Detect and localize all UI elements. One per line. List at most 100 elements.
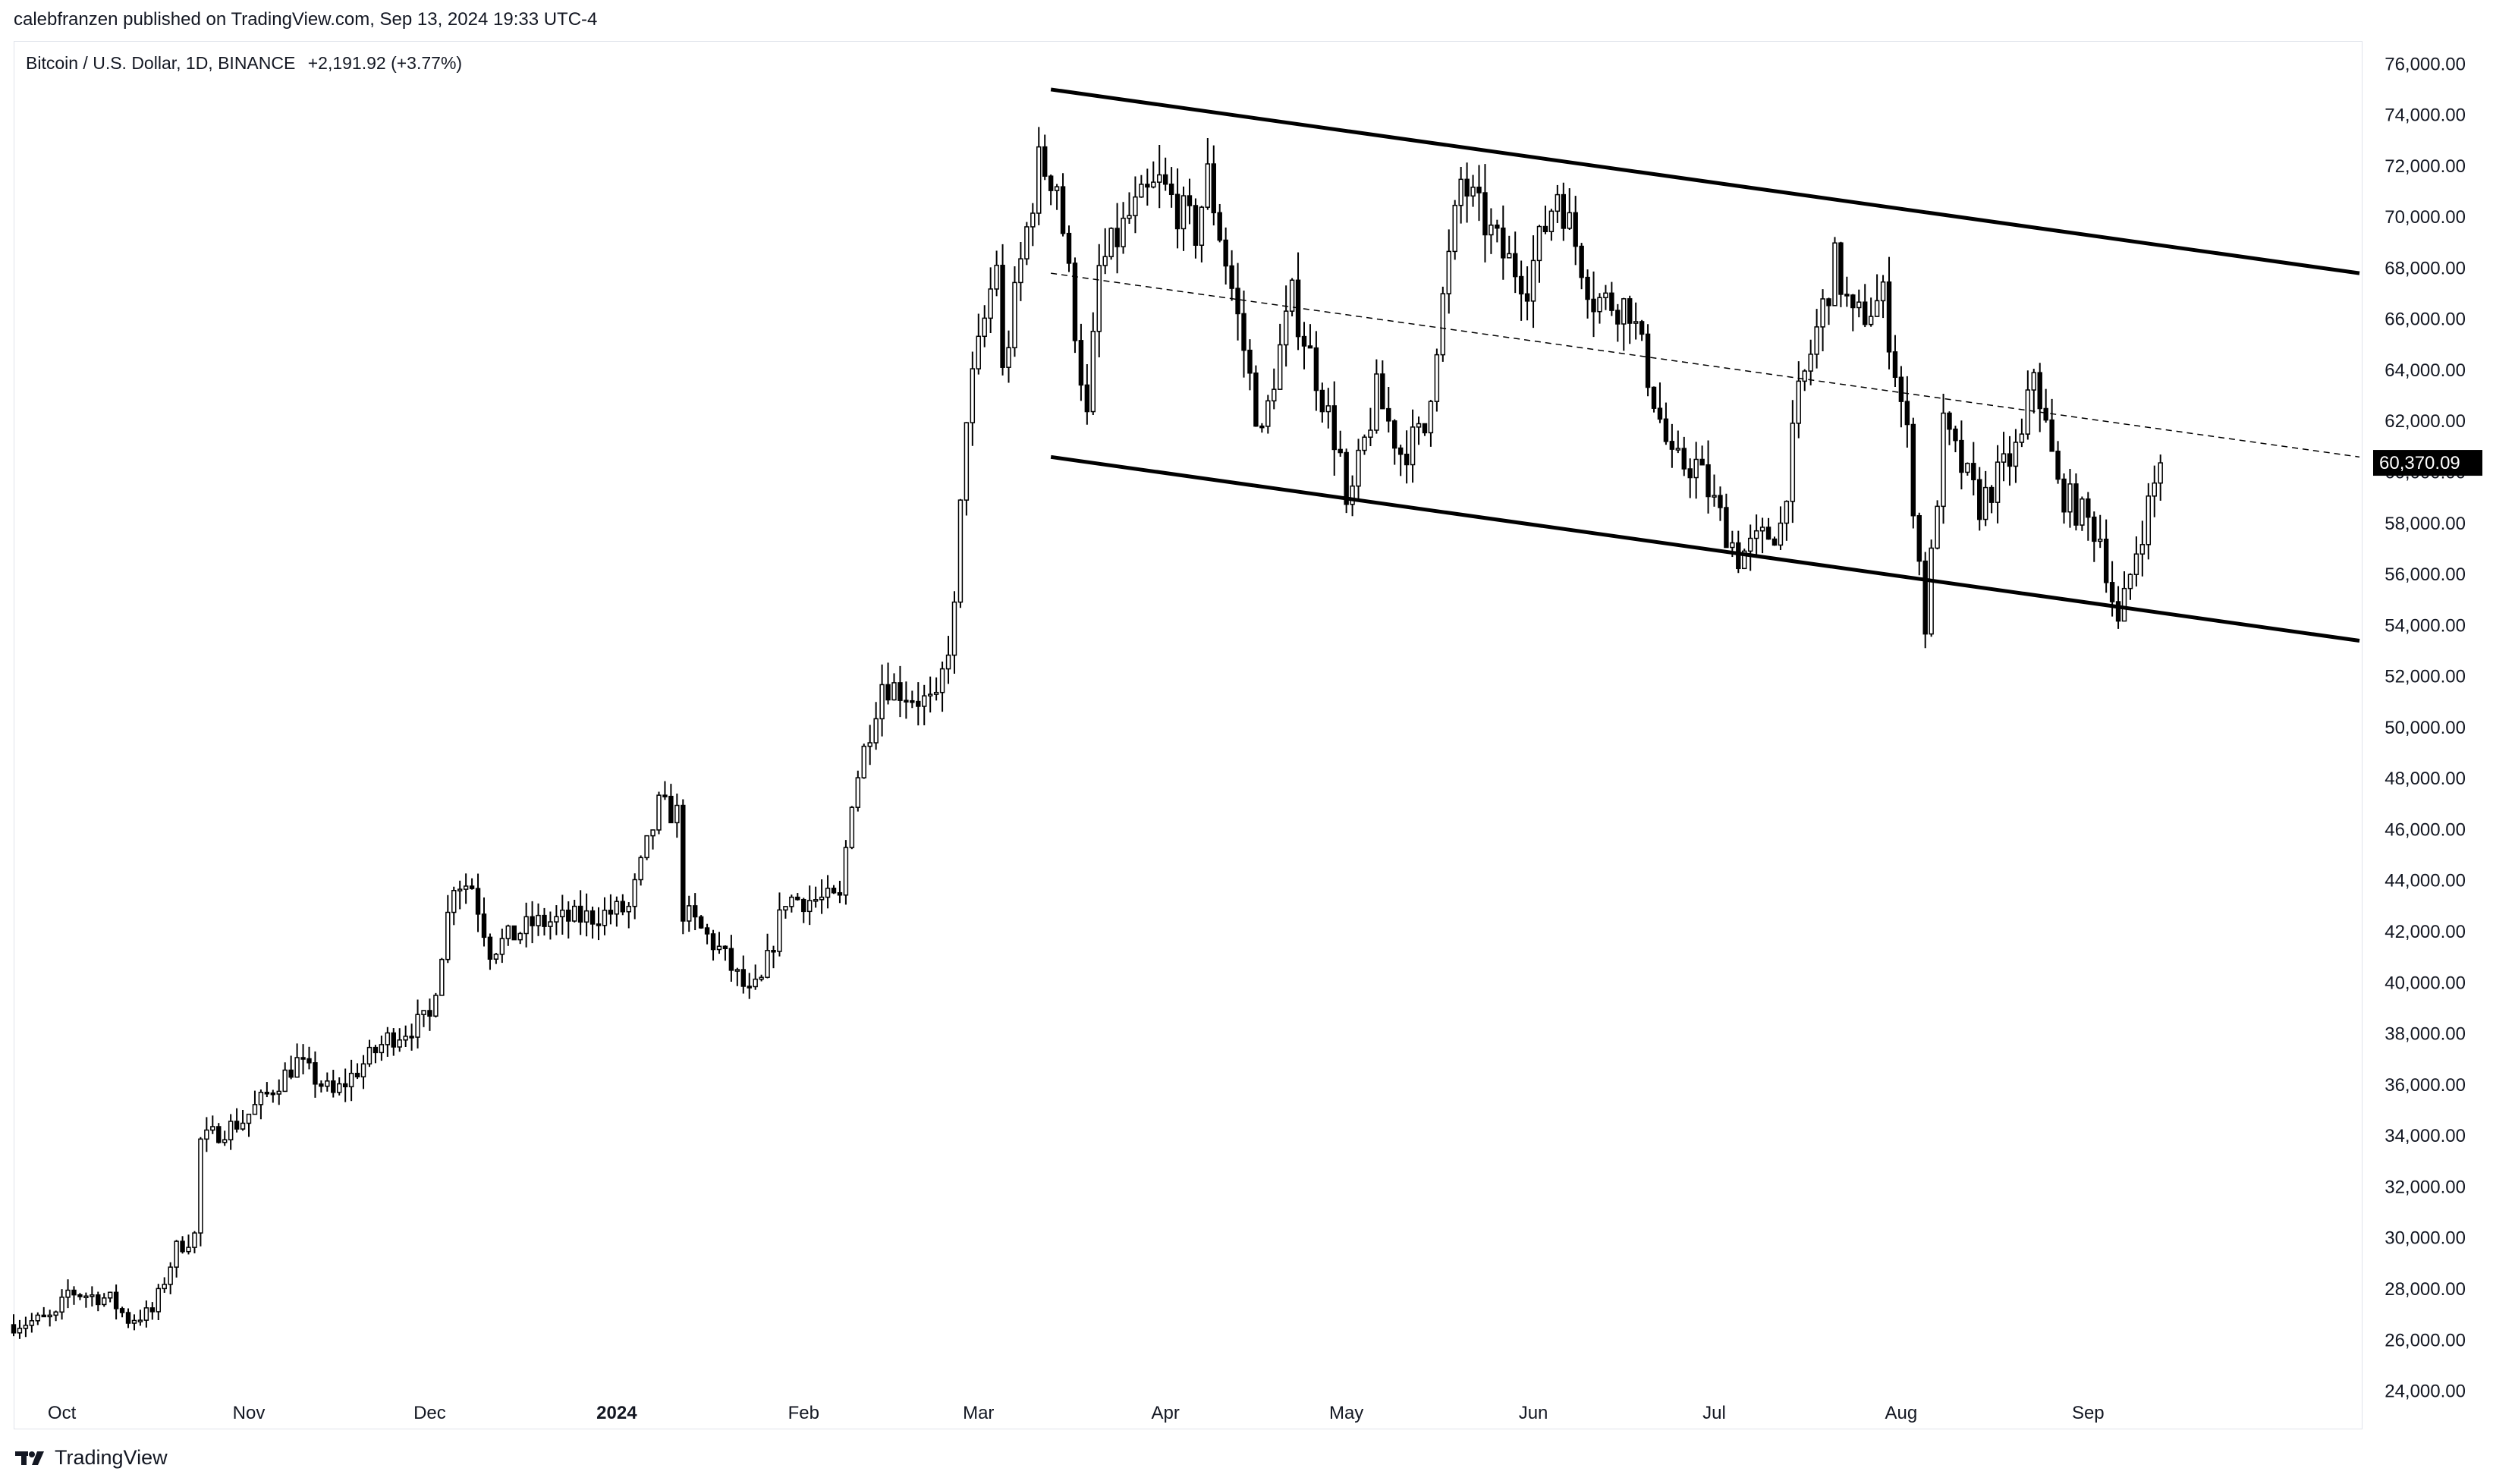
candle <box>873 702 879 750</box>
candle-body <box>1555 193 1561 212</box>
candle-body <box>1542 225 1548 232</box>
candle <box>1530 235 1536 329</box>
candle <box>1446 229 1451 314</box>
candle <box>246 1113 252 1137</box>
time-tick-label: Feb <box>788 1403 819 1423</box>
candle-body <box>331 1080 336 1093</box>
candle-body <box>1338 448 1343 454</box>
candle-body <box>1036 146 1042 214</box>
candle-body <box>734 969 740 972</box>
candle <box>294 1043 300 1078</box>
candle <box>819 879 825 914</box>
candle-body <box>1042 146 1048 177</box>
candle <box>517 932 523 945</box>
candle-body <box>1440 293 1446 356</box>
candle <box>451 886 457 926</box>
candle-body <box>1133 196 1138 216</box>
candle-body <box>307 1058 312 1064</box>
candle <box>795 893 800 901</box>
candle-body <box>656 794 662 831</box>
candle <box>360 1055 366 1089</box>
candle <box>1495 219 1500 243</box>
candle-body <box>131 1319 137 1324</box>
candle <box>2001 432 2007 482</box>
candle-body <box>1247 349 1253 374</box>
time-tick-label: Nov <box>233 1403 266 1423</box>
candle <box>1603 285 1608 310</box>
candle <box>288 1055 294 1080</box>
candle <box>1675 430 1681 454</box>
candle-body <box>1151 181 1156 188</box>
candle-body <box>149 1307 156 1313</box>
candle <box>2073 473 2079 531</box>
price-tick-label: 62,000.00 <box>2385 411 2466 432</box>
candle-body <box>1663 418 1669 442</box>
trendline-channel-lower[interactable] <box>1050 454 2360 643</box>
candle-body <box>1747 537 1753 552</box>
chart-pane[interactable] <box>14 41 2363 1429</box>
candle-body <box>1507 253 1512 259</box>
candle <box>554 905 559 935</box>
candle <box>530 901 535 944</box>
candle <box>427 998 432 1031</box>
candle-body <box>674 804 680 824</box>
candle <box>391 1028 396 1056</box>
candle <box>922 684 927 725</box>
candle-body <box>1922 560 1928 635</box>
candle <box>2127 573 2133 600</box>
candle-body <box>1356 449 1361 487</box>
candle-body <box>632 879 637 907</box>
candle <box>1524 266 1530 321</box>
candle <box>891 673 897 701</box>
candle <box>1561 182 1567 241</box>
candle <box>1410 409 1416 483</box>
candle-body <box>1434 354 1440 402</box>
candle-body <box>662 794 668 797</box>
candle-body <box>1524 293 1530 302</box>
candle-body <box>397 1039 402 1048</box>
candle <box>131 1314 137 1331</box>
trendline-channel-upper[interactable] <box>1050 87 2360 275</box>
candle-body <box>319 1083 324 1087</box>
candle <box>1808 339 1813 385</box>
candle-body <box>2080 498 2085 526</box>
candle <box>910 690 915 709</box>
candle-body <box>1753 530 1759 539</box>
price-tick-label: 70,000.00 <box>2385 207 2466 228</box>
candle <box>1597 293 1602 324</box>
candle <box>885 662 891 705</box>
candle-body <box>294 1057 300 1078</box>
candle-body <box>493 954 499 960</box>
candle-body <box>1121 217 1126 247</box>
candle <box>674 793 680 838</box>
candle <box>2019 418 2025 448</box>
footer-branding[interactable]: TradingView <box>15 1446 168 1470</box>
candle <box>11 1314 17 1337</box>
candle <box>644 835 649 860</box>
candle-body <box>1615 310 1621 325</box>
candle-body <box>1567 212 1572 229</box>
candle-body <box>1090 331 1096 413</box>
symbol-legend[interactable]: Bitcoin / U.S. Dollar, 1D, BINANCE +2,19… <box>26 53 462 74</box>
candle-body <box>1127 215 1132 219</box>
candle-body <box>475 888 481 915</box>
candle <box>325 1072 330 1092</box>
candle-body <box>216 1126 222 1143</box>
candle <box>1548 209 1555 241</box>
candle <box>1651 386 1657 413</box>
candle <box>1422 423 1428 436</box>
candle <box>957 498 964 608</box>
candle-body <box>102 1297 107 1306</box>
price-tick-label: 52,000.00 <box>2385 667 2466 687</box>
trendline-channel-mid[interactable] <box>1051 272 2360 458</box>
candle <box>1718 486 1723 521</box>
current-price-tag: 60,370.09 <box>2373 450 2482 476</box>
candle <box>536 903 541 936</box>
candle <box>765 933 770 979</box>
candle <box>2139 520 2146 577</box>
candle <box>463 873 469 904</box>
candle-body <box>1971 463 1976 480</box>
candle <box>1307 324 1313 349</box>
candle-body <box>107 1291 113 1299</box>
